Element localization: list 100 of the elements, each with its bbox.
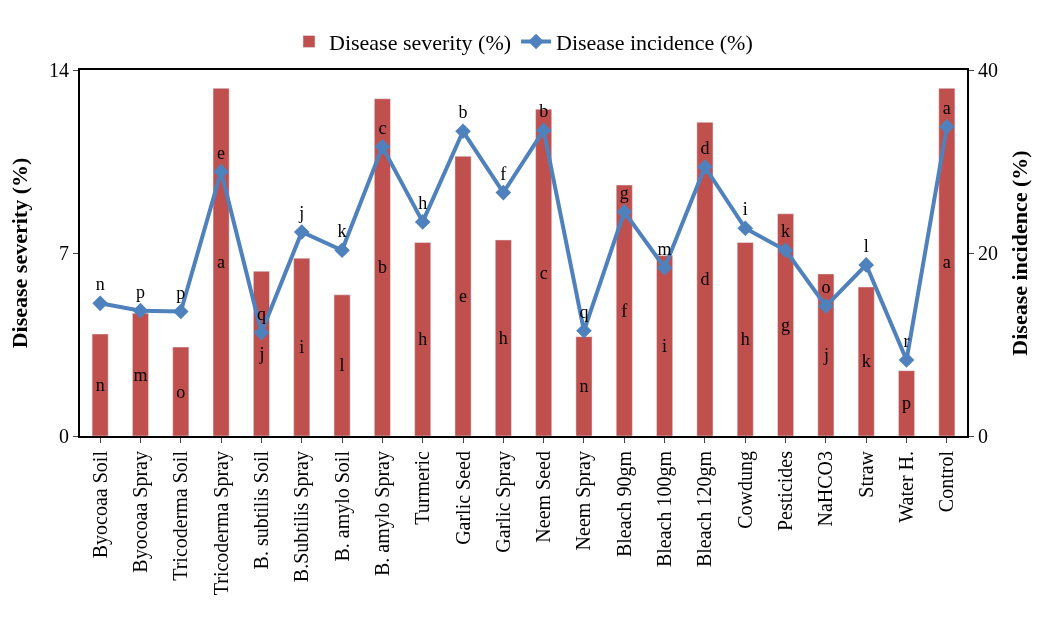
- legend-label: Disease severity (%): [329, 30, 512, 56]
- data-label: d: [700, 137, 710, 158]
- data-label: c: [378, 117, 387, 138]
- y2-tick-label: 0: [978, 425, 988, 447]
- bar: [253, 271, 270, 436]
- data-label: m: [657, 238, 672, 259]
- data-label: c: [539, 262, 548, 283]
- bar: [172, 346, 190, 436]
- x-tick-label: Bleach 120gm: [693, 450, 717, 568]
- x-tick-label: B. amylo Spray: [370, 451, 394, 576]
- data-label: k: [861, 351, 871, 372]
- data-label: a: [942, 252, 951, 273]
- bar: [898, 370, 915, 436]
- x-tick-label: Straw: [854, 450, 877, 498]
- y-tick-label: 7: [59, 242, 69, 264]
- y2-axis-title: Disease incidence (%): [1007, 150, 1033, 356]
- x-tick-label: B. subtilis Soil: [249, 450, 272, 570]
- x-tick-label: Bleach 90gm: [612, 450, 636, 558]
- data-label: i: [662, 335, 668, 356]
- bar: [656, 255, 673, 436]
- point: [777, 242, 794, 259]
- data-label: l: [863, 235, 869, 256]
- point: [495, 184, 512, 201]
- point: [374, 139, 391, 155]
- bar: [615, 184, 633, 436]
- data-label: j: [822, 344, 829, 365]
- bar: [575, 336, 593, 436]
- x-tick-label: Control: [935, 450, 958, 513]
- x-tick-label: Water H.: [895, 451, 918, 523]
- data-label: a: [217, 252, 226, 273]
- data-label: m: [133, 364, 148, 385]
- y2-tick-label: 20: [978, 242, 998, 264]
- data-label: k: [337, 221, 347, 242]
- data-label: a: [942, 97, 951, 118]
- x-tick-label: Cowdung: [733, 451, 757, 529]
- point: [173, 303, 189, 320]
- x-tick-label: Garlic Seed: [451, 451, 474, 545]
- y-tick-label: 14: [49, 59, 69, 81]
- data-label: i: [742, 199, 748, 220]
- bar: [857, 286, 875, 436]
- point: [92, 295, 108, 312]
- x-tick-label: Pesticides: [774, 450, 797, 531]
- point: [132, 302, 149, 319]
- data-label: h: [740, 329, 750, 350]
- data-label: e: [459, 286, 468, 307]
- point: [334, 242, 350, 259]
- data-label: p: [135, 281, 145, 302]
- x-tick-label: Turmeric: [411, 450, 434, 525]
- data-label: k: [781, 221, 791, 242]
- point: [939, 118, 955, 135]
- data-label: g: [781, 314, 791, 335]
- y-tick-label: 0: [59, 425, 69, 447]
- bar: [132, 312, 149, 436]
- point: [253, 324, 270, 341]
- data-label: h: [418, 192, 428, 213]
- x-tick-label: Tricoderma Spray: [209, 451, 233, 596]
- data-label: e: [217, 142, 226, 163]
- x-tick-label: Garlic Spray: [491, 451, 515, 553]
- bar: [212, 88, 230, 436]
- data-label: j: [258, 343, 265, 364]
- x-tick-label: Byocoaa Soil: [88, 450, 112, 559]
- bar: [374, 98, 391, 436]
- bar: [293, 257, 311, 436]
- y2-tick-label: 40: [978, 59, 998, 81]
- y-axis-title: Disease severity (%): [7, 157, 33, 349]
- point: [293, 224, 310, 240]
- point: [858, 257, 874, 273]
- data-label: j: [298, 202, 305, 223]
- data-label: h: [498, 327, 508, 348]
- bar: [938, 88, 956, 436]
- data-label: f: [500, 163, 507, 184]
- bar: [333, 294, 351, 436]
- bar: [414, 242, 432, 436]
- data-label: n: [95, 274, 105, 295]
- x-tick-label: Neem Seed: [532, 451, 555, 543]
- x-tick-label: Neem Spray: [572, 451, 596, 551]
- point: [414, 214, 431, 230]
- bar: [777, 213, 794, 436]
- data-label: b: [458, 102, 468, 123]
- data-label: f: [621, 300, 628, 321]
- point: [616, 204, 633, 220]
- data-label: p: [902, 393, 912, 414]
- x-tick-label: NaHCO3: [814, 451, 837, 527]
- point: [455, 123, 471, 140]
- data-label: b: [377, 257, 387, 278]
- x-tick-label: Bleach 100gm: [653, 450, 677, 568]
- data-label: i: [299, 337, 305, 358]
- x-tick-label: B. amylo Soil: [330, 450, 354, 562]
- x-tick-label: Tricoderma Soil: [169, 450, 192, 581]
- bar: [495, 239, 512, 436]
- data-label: n: [95, 375, 105, 396]
- bar: [91, 333, 109, 436]
- bar: [696, 122, 714, 436]
- data-label: g: [619, 182, 629, 203]
- legend-label: Disease incidence (%): [556, 30, 753, 56]
- x-tick-label: Byocoaa Spray: [128, 451, 152, 573]
- point: [535, 122, 552, 139]
- data-label: h: [418, 329, 428, 350]
- bar: [817, 273, 835, 436]
- data-label: n: [579, 376, 589, 397]
